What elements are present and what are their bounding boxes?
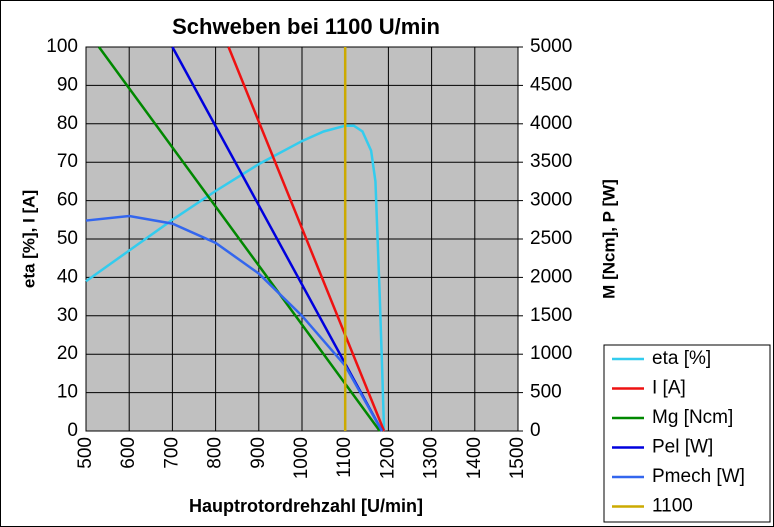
y-tick-label: 10 bbox=[57, 382, 78, 403]
x-axis-label: Hauptrotordrehzahl [U/min] bbox=[189, 496, 423, 516]
y2-tick-label: 5000 bbox=[530, 36, 572, 57]
y2-tick-label: 3000 bbox=[530, 190, 572, 211]
x-tick-label: 900 bbox=[248, 437, 269, 469]
y2-tick-label: 4000 bbox=[530, 113, 572, 134]
y-tick-label: 30 bbox=[57, 305, 78, 326]
y-tick-label: 40 bbox=[57, 266, 78, 287]
x-tick-label: 1200 bbox=[377, 437, 398, 479]
y-axis-label: eta [%], I [A] bbox=[19, 190, 38, 288]
x-tick-label: 1400 bbox=[464, 437, 485, 479]
x-tick-label: 600 bbox=[118, 437, 139, 469]
x-tick-label: 700 bbox=[161, 437, 182, 469]
y-tick-label: 90 bbox=[57, 74, 78, 95]
y-tick-label: 100 bbox=[46, 36, 78, 57]
series-line bbox=[227, 46, 386, 432]
y2-tick-label: 1500 bbox=[530, 305, 572, 326]
legend-label: Pel [W] bbox=[652, 437, 713, 458]
y2-tick-label: 4500 bbox=[530, 74, 572, 95]
y2-tick-label: 1000 bbox=[530, 343, 572, 364]
y-tick-label: 80 bbox=[57, 113, 78, 134]
x-tick-label: 800 bbox=[205, 437, 226, 469]
legend bbox=[603, 344, 771, 523]
plot-border bbox=[85, 46, 519, 432]
y-tick-label: 50 bbox=[57, 228, 78, 249]
y-tick-label: 20 bbox=[57, 343, 78, 364]
chart-title: Schweben bei 1100 U/min bbox=[172, 14, 440, 39]
x-tick-label: 1300 bbox=[421, 437, 442, 479]
x-tick-label: 1000 bbox=[291, 437, 312, 479]
legend-label: Mg [Ncm] bbox=[652, 407, 733, 428]
y-tick-label: 0 bbox=[67, 420, 78, 441]
legend-label: Pmech [W] bbox=[652, 466, 745, 487]
y2-tick-label: 3500 bbox=[530, 151, 572, 172]
y2-tick-label: 2000 bbox=[530, 266, 572, 287]
y2-tick-label: 2500 bbox=[530, 228, 572, 249]
legend-label: eta [%] bbox=[652, 348, 711, 369]
y2-tick-label: 0 bbox=[530, 420, 541, 441]
y2-tick-label: 500 bbox=[530, 382, 562, 403]
x-tick-label: 1500 bbox=[507, 437, 528, 479]
x-tick-label: 500 bbox=[75, 437, 96, 469]
x-tick-label: 1100 bbox=[334, 437, 355, 478]
y2-axis-label: M [Ncm], P [W] bbox=[599, 179, 618, 299]
legend-label: I [A] bbox=[652, 378, 686, 399]
series-line bbox=[97, 46, 381, 432]
series-line bbox=[85, 214, 384, 432]
y-tick-label: 70 bbox=[57, 151, 78, 172]
y-tick-label: 60 bbox=[57, 190, 78, 211]
legend-label: 1100 bbox=[652, 496, 693, 517]
